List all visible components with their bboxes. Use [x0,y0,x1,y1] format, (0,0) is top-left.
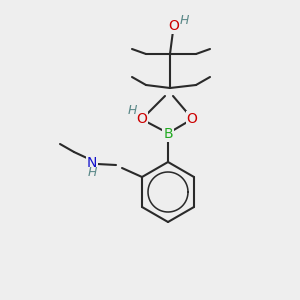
Text: H: H [87,167,97,179]
Text: O: O [136,112,147,126]
Text: N: N [87,156,97,170]
Text: H: H [127,104,137,118]
Text: B: B [163,127,173,141]
Text: O: O [169,19,179,33]
Text: H: H [179,14,189,28]
Text: O: O [187,112,197,126]
